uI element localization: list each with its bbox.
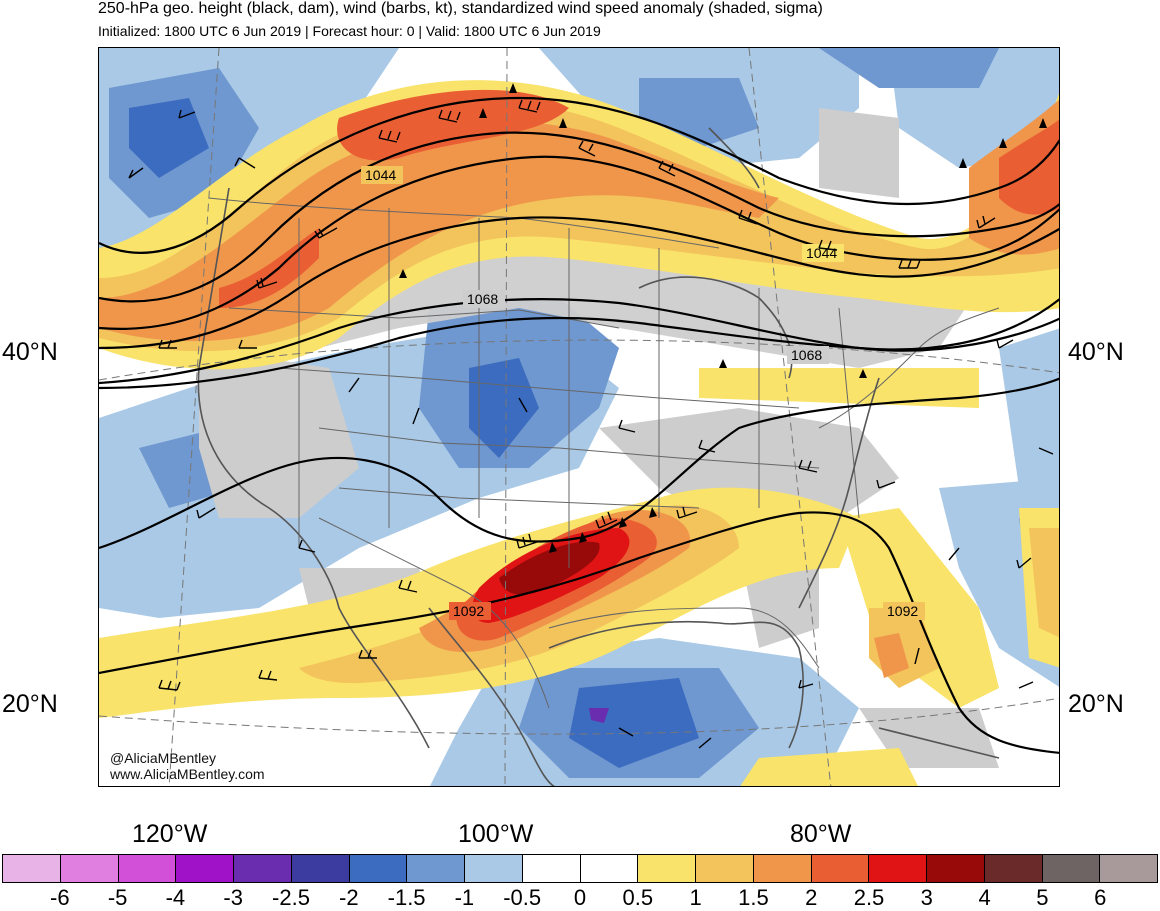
colorbar-swatch	[118, 855, 177, 882]
colorbar-tick-label: 5	[1036, 885, 1049, 910]
colorbar-tick-label: 1	[689, 885, 702, 910]
colorbar-swatch	[1042, 855, 1101, 882]
credit-website: www.AliciaMBentley.com	[110, 766, 265, 782]
colorbar	[2, 854, 1158, 883]
colorbar-swatch	[753, 855, 812, 882]
colorbar-swatch	[927, 855, 985, 882]
colorbar-tick-label: 0.5	[622, 885, 654, 910]
map-title: 250-hPa geo. height (black, dam), wind (…	[98, 0, 823, 17]
colorbar-swatch	[638, 855, 696, 882]
map-subtitle: Initialized: 1800 UTC 6 Jun 2019 | Forec…	[98, 23, 601, 39]
colorbar-swatch	[811, 855, 870, 882]
boundaries	[208, 197, 1000, 709]
contour-label: 1092	[453, 603, 484, 619]
colorbar-tick-label: 4	[978, 885, 991, 910]
contour-label: 1092	[887, 603, 918, 619]
contour-label: 1044	[365, 167, 396, 183]
colorbar-tick-label: -1.5	[387, 885, 426, 910]
colorbar-tick-label: 1.5	[738, 885, 769, 910]
contour-labels: 1044 1044 1068 1068 1092 1092	[361, 166, 925, 620]
colorbar-swatch	[349, 855, 408, 882]
colorbar-swatch	[869, 855, 927, 882]
contour-label: 1068	[467, 291, 498, 307]
colorbar-swatch	[291, 855, 350, 882]
wind-barbs	[128, 99, 1054, 749]
lat-label-40n-right: 40°N	[1068, 338, 1124, 366]
colorbar-tick-label: -1	[454, 885, 475, 910]
colorbar-tick-label: -6	[50, 885, 70, 910]
colorbar-tick-label: -4	[165, 885, 186, 910]
colorbar-tick-label: 2	[805, 885, 818, 910]
height-contours	[99, 96, 1059, 754]
colorbar-swatch	[1100, 855, 1157, 882]
colorbar-swatch	[234, 855, 292, 882]
colorbar-tick-label: 2.5	[853, 885, 885, 910]
credit-handle: @AliciaMBentley	[110, 750, 217, 766]
lat-label-20n-left: 20°N	[2, 690, 58, 718]
colorbar-tick-label: -5	[107, 885, 128, 910]
colorbar-swatch	[3, 855, 61, 882]
colorbar-swatch	[176, 855, 234, 882]
colorbar-swatch	[60, 855, 119, 882]
wind-flags	[399, 83, 1047, 553]
lat-label-20n-right: 20°N	[1068, 690, 1124, 718]
colorbar-tick-label: -0.5	[503, 885, 542, 910]
contour-label: 1068	[791, 347, 822, 363]
lon-label-80w: 80°W	[790, 820, 852, 848]
colorbar-swatch	[580, 855, 639, 882]
colorbar-tick-label: 6	[1094, 885, 1107, 910]
colorbar-tick-label: -3	[223, 885, 243, 910]
colorbar-swatch	[407, 855, 465, 882]
colorbar-swatch	[465, 855, 523, 882]
colorbar-swatch	[984, 855, 1043, 882]
colorbar-tick-label: -2	[339, 885, 359, 910]
lon-label-120w: 120°W	[132, 820, 208, 848]
colorbar-tick-label: 3	[920, 885, 933, 910]
map-canvas: 1044 1044 1068 1068 1092 1092	[99, 48, 1059, 786]
lat-label-40n-left: 40°N	[2, 338, 58, 366]
weather-map: 1044 1044 1068 1068 1092 1092	[98, 47, 1060, 787]
contour-label: 1044	[806, 245, 837, 261]
colorbar-swatch	[696, 855, 754, 882]
colorbar-tick-label: 0	[573, 885, 587, 910]
colorbar-swatch	[522, 855, 581, 882]
colorbar-tick-label: -2.5	[272, 885, 310, 910]
lon-label-100w: 100°W	[458, 820, 534, 848]
colorbar-labels: -6 -5 -4 -3 -2.5 -2 -1.5 -1 -0.5 0 0.5 1 1.5 2 2.5 3 4 5 6	[0, 885, 1160, 911]
